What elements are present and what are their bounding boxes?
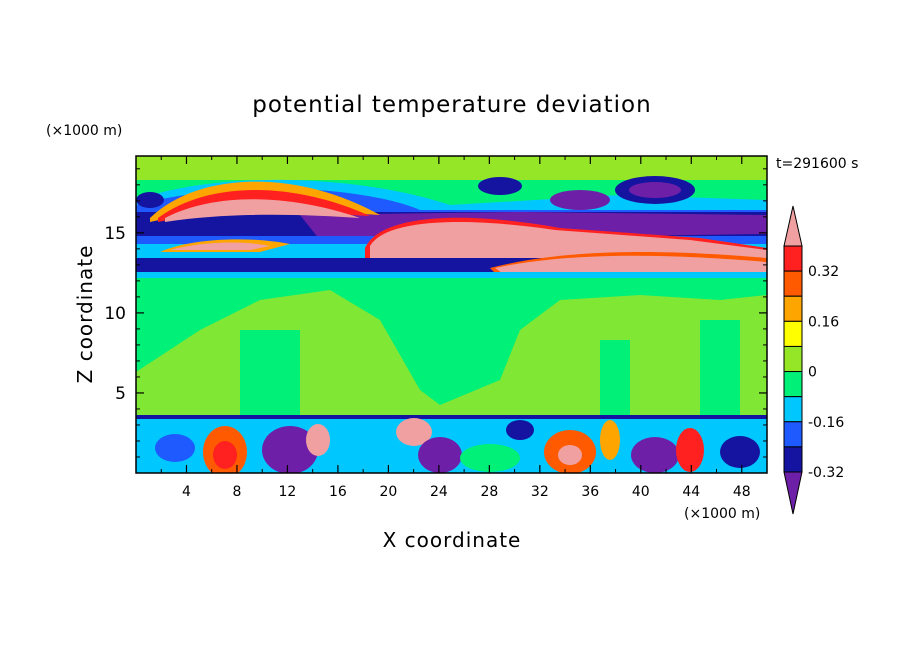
x-unit-label: (×1000 m) xyxy=(684,506,760,522)
contour-patch xyxy=(558,445,582,465)
contour-patch xyxy=(240,330,300,415)
x-tick-label: 4 xyxy=(182,484,191,500)
contour-patch xyxy=(136,415,767,419)
contour-patch xyxy=(550,190,610,210)
x-tick-label: 8 xyxy=(232,484,241,500)
contour-patch xyxy=(700,320,740,415)
colorbar: 0.32 0.16 0 -0.16 -0.32 xyxy=(783,205,844,515)
colorbar-bottom-arrow xyxy=(783,471,803,515)
x-axis: 4 8 12 16 20 24 28 32 36 40 44 48 xyxy=(160,156,751,500)
x-tick-label: 12 xyxy=(279,484,297,500)
contour-patch xyxy=(631,437,679,473)
colorbar-swatch xyxy=(783,270,803,297)
x-tick-label: 28 xyxy=(480,484,498,500)
y-axis: 5 10 15 xyxy=(104,168,767,458)
colorbar-label: -0.16 xyxy=(808,415,844,431)
contour-patch xyxy=(629,182,681,198)
x-tick-label: 20 xyxy=(379,484,397,500)
colorbar-swatch xyxy=(783,245,803,272)
contour-patch xyxy=(460,444,520,472)
y-tick-label: 5 xyxy=(115,384,126,404)
colorbar-swatch xyxy=(783,421,803,448)
colorbar-top-arrow xyxy=(783,205,803,247)
colorbar-swatch xyxy=(783,295,803,322)
colorbar-label: 0.32 xyxy=(808,264,839,280)
contour-patch xyxy=(262,426,318,473)
contour-patch xyxy=(136,192,164,208)
x-tick-label: 36 xyxy=(581,484,599,500)
contour-patch xyxy=(136,156,767,180)
colorbar-swatch xyxy=(783,446,803,473)
chart-title: potential temperature deviation xyxy=(252,92,651,118)
y-axis-label: Z coordinate xyxy=(73,245,97,384)
colorbar-swatch xyxy=(783,345,803,373)
contour-patch xyxy=(396,418,432,446)
contour-patch xyxy=(170,242,270,250)
contour-patch xyxy=(600,340,630,415)
contour-patch xyxy=(155,434,195,462)
contour-patch xyxy=(506,420,534,440)
contour-patch xyxy=(600,420,620,460)
contour-patch xyxy=(165,199,360,222)
x-tick-label: 44 xyxy=(682,484,700,500)
x-tick-label: 24 xyxy=(430,484,448,500)
colorbar-label: 0 xyxy=(808,365,817,381)
contour-patch xyxy=(136,272,767,278)
y-tick-label: 10 xyxy=(104,304,126,324)
x-tick-label: 32 xyxy=(531,484,549,500)
contour-patch xyxy=(676,428,704,472)
y-unit-label: (×1000 m) xyxy=(46,123,122,139)
contour-patch xyxy=(418,437,462,473)
x-tick-label: 40 xyxy=(632,484,650,500)
contour-patch xyxy=(478,177,522,195)
contour-patch xyxy=(440,300,500,380)
contour-patch xyxy=(213,441,237,469)
colorbar-swatch xyxy=(783,396,803,423)
contour-patch xyxy=(495,255,767,275)
contour-patch xyxy=(720,436,760,468)
contour-patch xyxy=(306,424,330,456)
colorbar-swatch xyxy=(783,371,803,398)
plot-frame xyxy=(135,155,768,474)
y-tick-label: 15 xyxy=(104,224,126,244)
colorbar-label: -0.32 xyxy=(808,465,844,481)
colorbar-swatch xyxy=(783,320,803,347)
contour-patch xyxy=(370,222,767,258)
x-axis-label: X coordinate xyxy=(383,528,522,552)
x-tick-label: 16 xyxy=(329,484,347,500)
x-tick-label: 48 xyxy=(733,484,751,500)
contour-field xyxy=(136,156,767,473)
colorbar-label: 0.16 xyxy=(808,314,839,330)
time-label: t=291600 s xyxy=(776,156,858,172)
